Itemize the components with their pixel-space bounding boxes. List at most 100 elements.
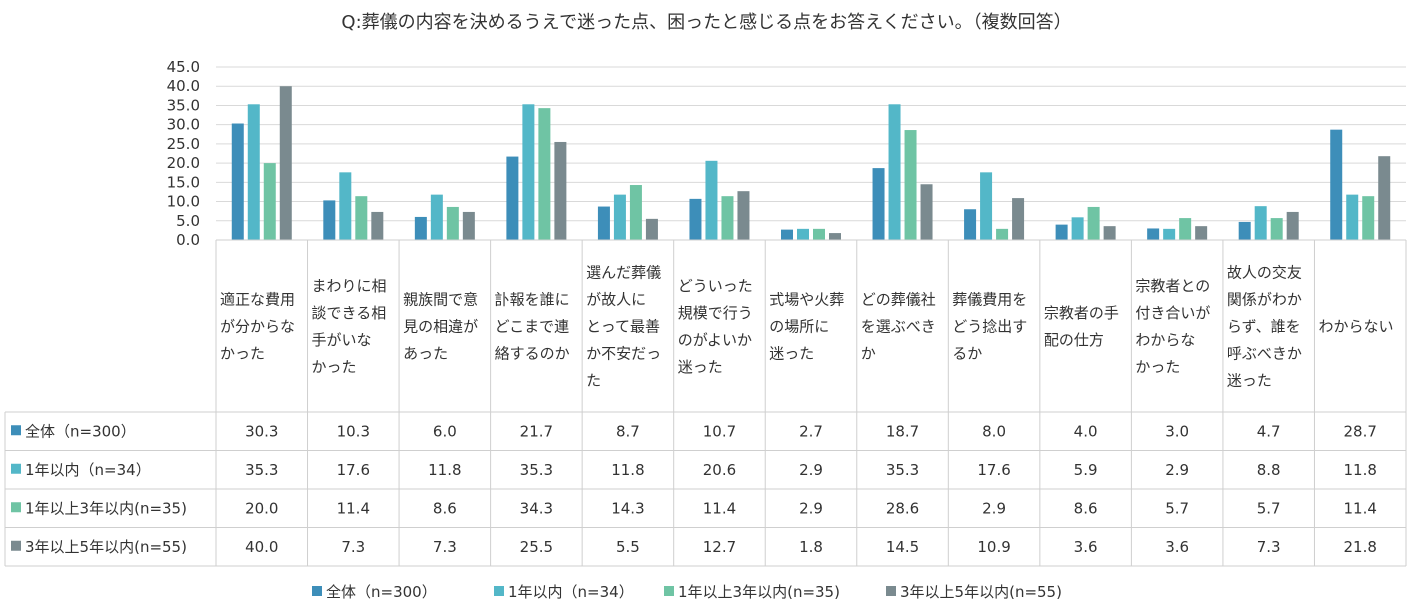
- data-label: 2.9: [982, 499, 1006, 517]
- data-label: 6.0: [433, 422, 457, 440]
- data-label: 11.4: [1344, 499, 1377, 517]
- bar: [629, 185, 642, 240]
- bar: [920, 184, 933, 240]
- data-label: 3.6: [1165, 538, 1189, 556]
- data-label: 5.9: [1074, 461, 1098, 479]
- data-label: 8.6: [433, 499, 457, 517]
- bar: [1012, 198, 1025, 240]
- bar: [1362, 196, 1375, 240]
- data-label: 7.3: [433, 538, 457, 556]
- bar: [829, 233, 841, 240]
- x-category-label: 故人の交友関係がわからず、誰を呼ぶべきか迷った: [1227, 264, 1302, 390]
- table-row-label: 1年以内（n=34）: [25, 461, 151, 479]
- bar: [1163, 228, 1176, 240]
- data-label: 7.3: [341, 538, 365, 556]
- x-category-label: 宗教者の手配の仕方: [1044, 304, 1119, 349]
- bar: [279, 86, 292, 240]
- bar: [613, 194, 626, 240]
- y-tick-label: 35.0: [167, 96, 200, 114]
- y-tick-label: 0.0: [176, 231, 200, 249]
- bar: [1286, 211, 1299, 240]
- bar: [645, 218, 658, 240]
- x-category-label: まわりに相談できる相手がいなかった: [312, 277, 387, 376]
- bar: [1254, 206, 1267, 240]
- data-label: 3.0: [1165, 422, 1189, 440]
- bar: [797, 228, 809, 240]
- bar: [247, 104, 260, 241]
- y-tick-label: 20.0: [167, 154, 200, 172]
- bar: [522, 104, 535, 241]
- data-label: 11.8: [611, 461, 644, 479]
- bar: [813, 228, 825, 240]
- data-label: 30.3: [245, 422, 278, 440]
- bar: [1055, 224, 1068, 240]
- x-category-label: 宗教者との付き合いがわからなかった: [1135, 277, 1210, 376]
- data-label: 17.6: [977, 461, 1010, 479]
- row-legend-swatch: [11, 425, 21, 436]
- bar: [1087, 206, 1100, 240]
- data-label: 11.8: [1344, 461, 1377, 479]
- data-label: 40.0: [245, 538, 278, 556]
- bar: [1147, 228, 1160, 240]
- data-label: 11.8: [428, 461, 461, 479]
- legend-label: 1年以内（n=34）: [508, 583, 634, 601]
- bar: [1330, 129, 1343, 240]
- data-label: 28.7: [1344, 422, 1377, 440]
- data-label: 10.3: [337, 422, 370, 440]
- bar: [1103, 226, 1116, 240]
- data-label: 8.7: [616, 422, 640, 440]
- legend-label: 1年以上3年以内(n=35): [678, 583, 840, 601]
- table-row-label: 全体（n=300）: [25, 422, 136, 440]
- y-tick-label: 25.0: [167, 135, 200, 153]
- data-label: 2.9: [799, 499, 823, 517]
- legend-label: 全体（n=300）: [326, 583, 437, 601]
- data-label: 34.3: [520, 499, 553, 517]
- data-label: 11.4: [337, 499, 370, 517]
- data-label: 5.7: [1257, 499, 1281, 517]
- bar: [1238, 221, 1251, 240]
- x-category-label: わからない: [1318, 318, 1393, 336]
- data-label: 8.6: [1074, 499, 1098, 517]
- x-category-label: 選んだ葬儀が故人にとって最善か不安だった: [586, 264, 661, 390]
- y-tick-label: 30.0: [167, 116, 200, 134]
- bar: [430, 194, 443, 240]
- data-label: 25.5: [520, 538, 553, 556]
- data-label: 3.6: [1074, 538, 1098, 556]
- bar: [872, 168, 885, 240]
- data-label: 8.8: [1257, 461, 1281, 479]
- bar: [1071, 217, 1084, 240]
- bar: [737, 191, 750, 240]
- data-label: 10.9: [977, 538, 1010, 556]
- legend-label: 3年以上5年以内(n=55): [900, 583, 1062, 601]
- y-tick-label: 15.0: [167, 173, 200, 191]
- data-label: 8.0: [982, 422, 1006, 440]
- bar: [506, 156, 519, 240]
- data-label: 4.7: [1257, 422, 1281, 440]
- y-tick-label: 5.0: [176, 212, 200, 230]
- data-label: 7.3: [1257, 538, 1281, 556]
- y-tick-label: 40.0: [167, 77, 200, 95]
- bar: [462, 211, 475, 240]
- data-label: 4.0: [1074, 422, 1098, 440]
- y-tick-label: 10.0: [167, 193, 200, 211]
- bar: [1179, 218, 1192, 240]
- bar: [538, 108, 551, 240]
- data-label: 21.7: [520, 422, 553, 440]
- data-label: 28.6: [886, 499, 919, 517]
- data-label: 20.0: [245, 499, 278, 517]
- legend-swatch: [312, 586, 322, 596]
- bar: [1346, 194, 1359, 240]
- data-label: 5.7: [1165, 499, 1189, 517]
- chart-title: Q:葬儀の内容を決めるうえで迷った点、困ったと感じる点をお答えください。（複数回…: [341, 12, 1072, 33]
- data-label: 17.6: [337, 461, 370, 479]
- data-label: 11.4: [703, 499, 736, 517]
- data-label: 14.5: [886, 538, 919, 556]
- data-label: 35.3: [886, 461, 919, 479]
- bar: [323, 200, 336, 240]
- data-label: 2.7: [799, 422, 823, 440]
- bar: [371, 211, 384, 240]
- bar: [339, 172, 352, 240]
- y-tick-label: 45.0: [167, 58, 200, 76]
- data-label: 1.8: [799, 538, 823, 556]
